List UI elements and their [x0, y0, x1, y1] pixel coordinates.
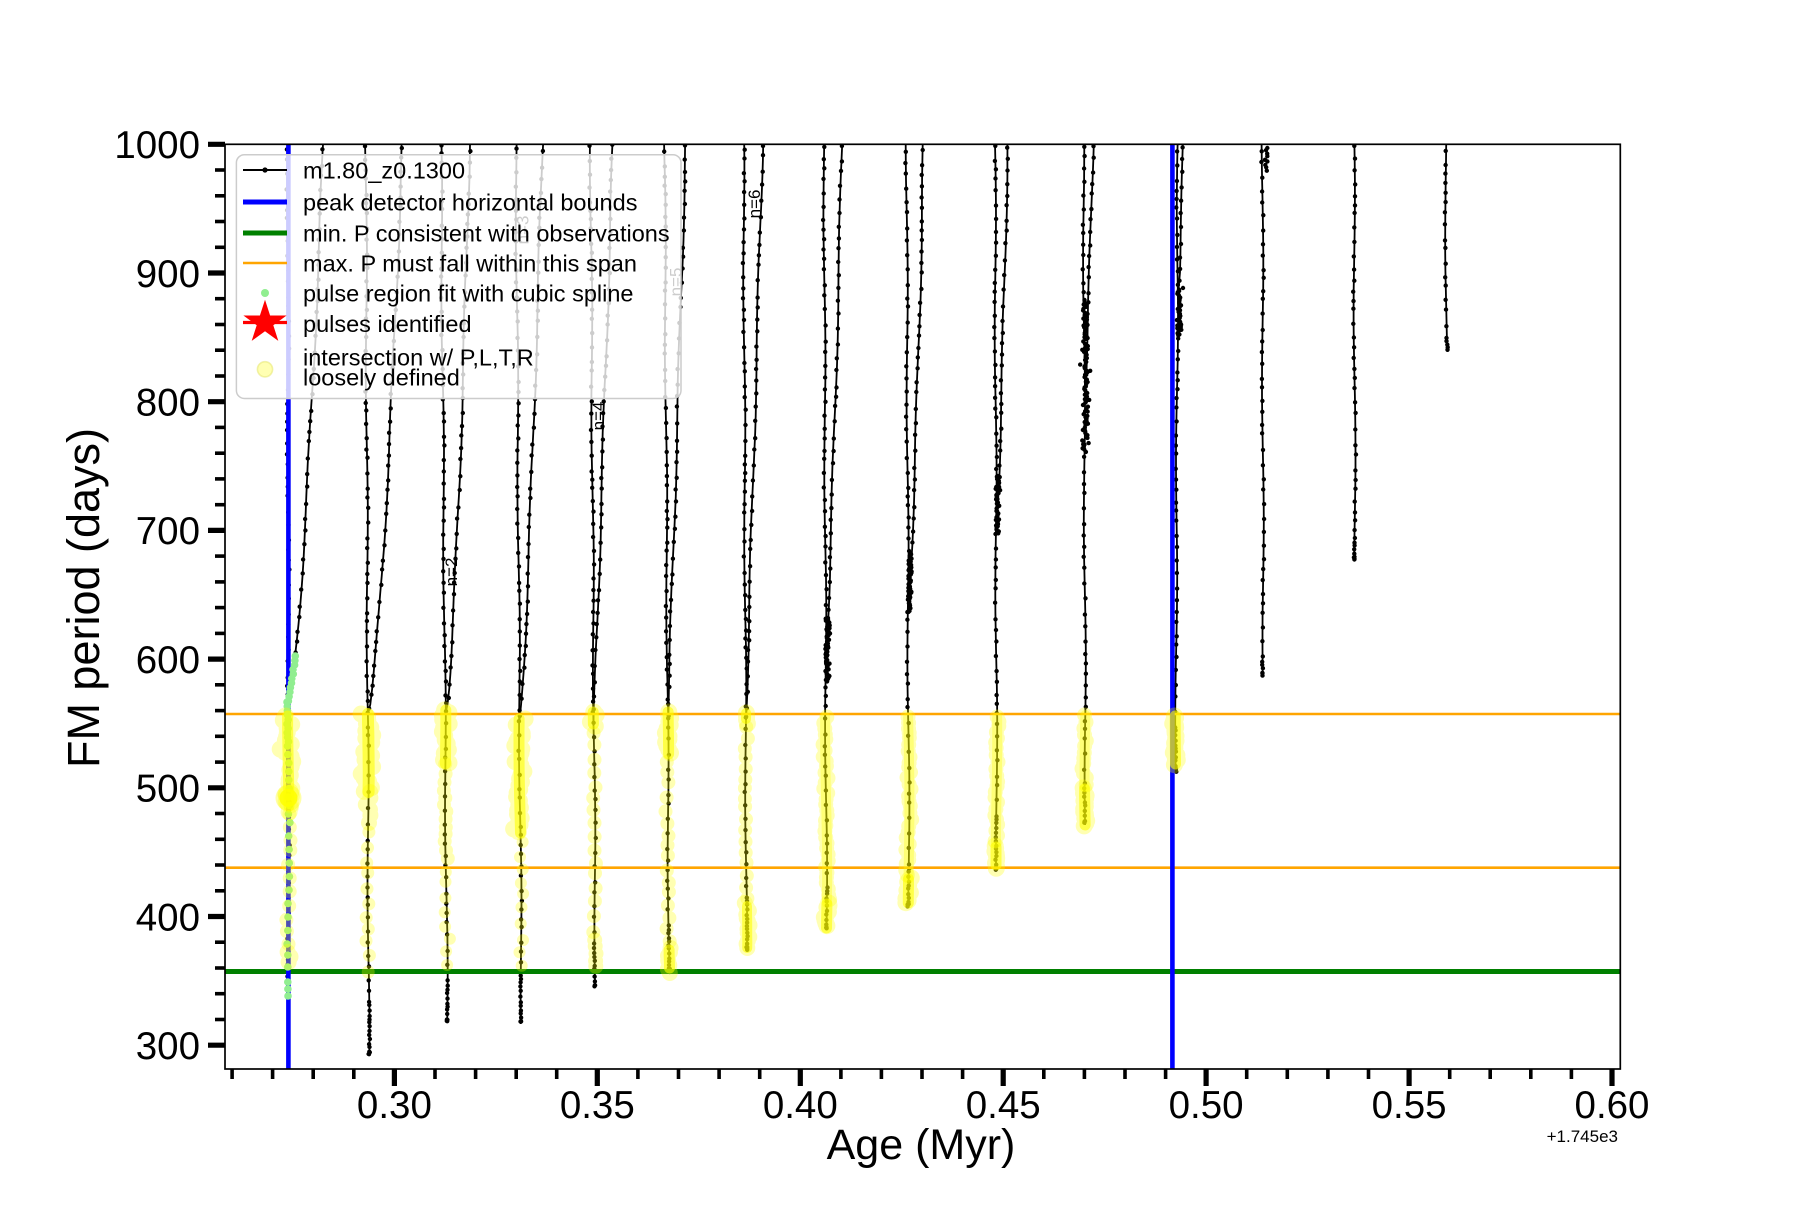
svg-text:min. P consistent with observa: min. P consistent with observations	[303, 220, 670, 246]
svg-text:n=4: n=4	[589, 402, 608, 431]
svg-text:1000: 1000	[114, 124, 200, 167]
svg-text:700: 700	[136, 510, 200, 553]
svg-text:pulses identified: pulses identified	[303, 311, 472, 337]
svg-text:0.40: 0.40	[763, 1084, 838, 1127]
svg-text:0.45: 0.45	[966, 1084, 1041, 1127]
svg-text:FM period (days): FM period (days)	[58, 428, 109, 768]
svg-text:n=6: n=6	[745, 190, 764, 219]
svg-text:0.55: 0.55	[1372, 1084, 1447, 1127]
svg-text:0.35: 0.35	[560, 1084, 635, 1127]
svg-text:peak detector horizontal bound: peak detector horizontal bounds	[303, 189, 637, 215]
svg-text:800: 800	[136, 382, 200, 425]
svg-text:0.50: 0.50	[1169, 1084, 1244, 1127]
svg-text:+1.745e3: +1.745e3	[1547, 1127, 1618, 1146]
svg-text:900: 900	[136, 253, 200, 296]
svg-text:500: 500	[136, 768, 200, 811]
svg-text:600: 600	[136, 639, 200, 682]
svg-text:0.60: 0.60	[1575, 1084, 1650, 1127]
svg-text:intersection w/ P,L,T,R: intersection w/ P,L,T,R	[303, 344, 534, 370]
svg-text:300: 300	[136, 1025, 200, 1068]
svg-text:Age (Myr): Age (Myr)	[827, 1121, 1016, 1169]
svg-text:max. P must fall within this s: max. P must fall within this span	[303, 250, 637, 276]
svg-text:loosely defined: loosely defined	[303, 364, 460, 390]
svg-text:n=2: n=2	[442, 558, 461, 587]
svg-text:400: 400	[136, 896, 200, 939]
svg-text:0.30: 0.30	[357, 1084, 432, 1127]
svg-text:pulse region fit with cubic sp: pulse region fit with cubic spline	[303, 280, 633, 306]
svg-text:m1.80_z0.1300: m1.80_z0.1300	[303, 157, 465, 183]
